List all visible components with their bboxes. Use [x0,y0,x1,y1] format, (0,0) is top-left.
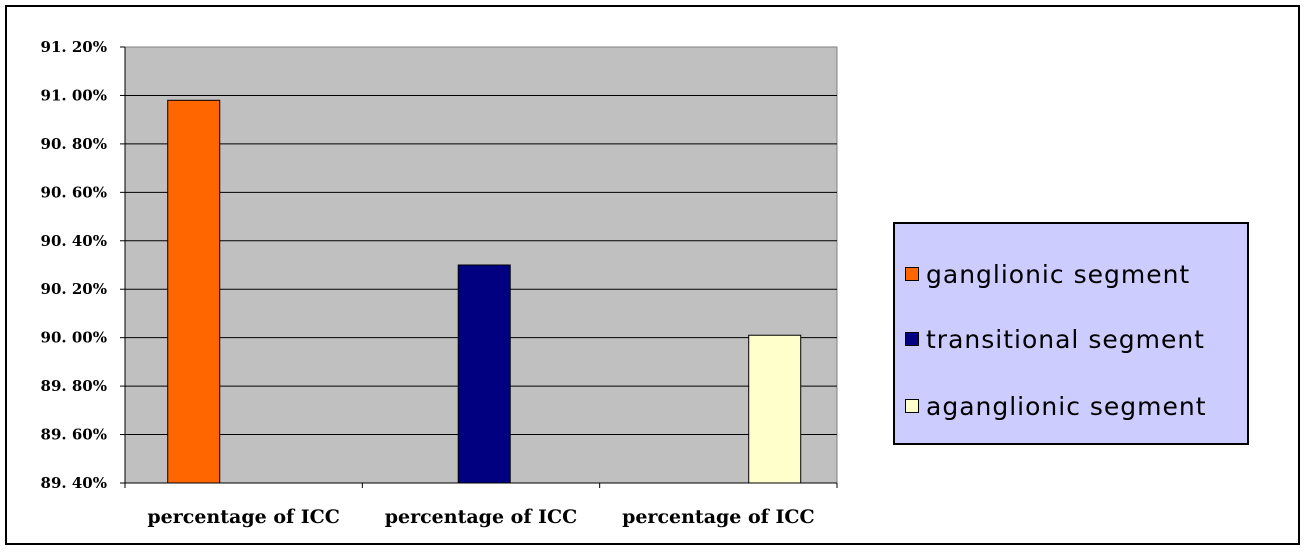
y-tick-label: 90. 00% [41,329,107,347]
legend-label-aganglionic: aganglionic segment [926,391,1207,421]
x-axis-labels: percentage of ICC percentage of ICC percen… [124,483,838,528]
legend-label-transitional: transitional segment [926,324,1205,354]
x-category-label: percentage of ICC [385,506,578,528]
y-tick-label: 89. 80% [41,377,107,395]
bar-ganglionic-segment [167,99,221,484]
legend-item-ganglionic: ganglionic segment [905,259,1190,289]
legend-item-aganglionic: aganglionic segment [905,391,1207,421]
y-axis-ticks: 89. 40% 89. 60% 89. 80% 90. 00% 90. 20% 90. 4… [41,38,125,492]
legend-label-ganglionic: ganglionic segment [926,259,1191,289]
y-tick-label: 91. 00% [41,86,107,104]
y-tick-label: 91. 20% [41,38,107,56]
bar-aganglionic-segment [748,334,802,484]
legend-item-transitional: transitional segment [905,324,1205,354]
bar-transitional-segment [457,264,511,484]
legend-swatch-aganglionic [905,399,919,413]
legend-swatch-ganglionic [905,267,919,281]
bar-chart: 89. 40% 89. 60% 89. 80% 90. 00% 90. 20% 90. 4… [41,38,838,528]
y-tick-label: 89. 40% [41,474,107,492]
legend: ganglionic segment transitional segment … [893,222,1249,445]
y-tick-label: 90. 40% [41,232,107,250]
legend-swatch-transitional [905,332,919,346]
x-category-label: percentage of ICC [622,506,815,528]
x-category-label: percentage of ICC [147,506,340,528]
y-tick-label: 89. 60% [41,426,107,444]
y-tick-label: 90. 20% [41,280,107,298]
y-tick-label: 90. 80% [41,135,107,153]
bars [167,99,802,484]
y-tick-label: 90. 60% [41,183,107,201]
